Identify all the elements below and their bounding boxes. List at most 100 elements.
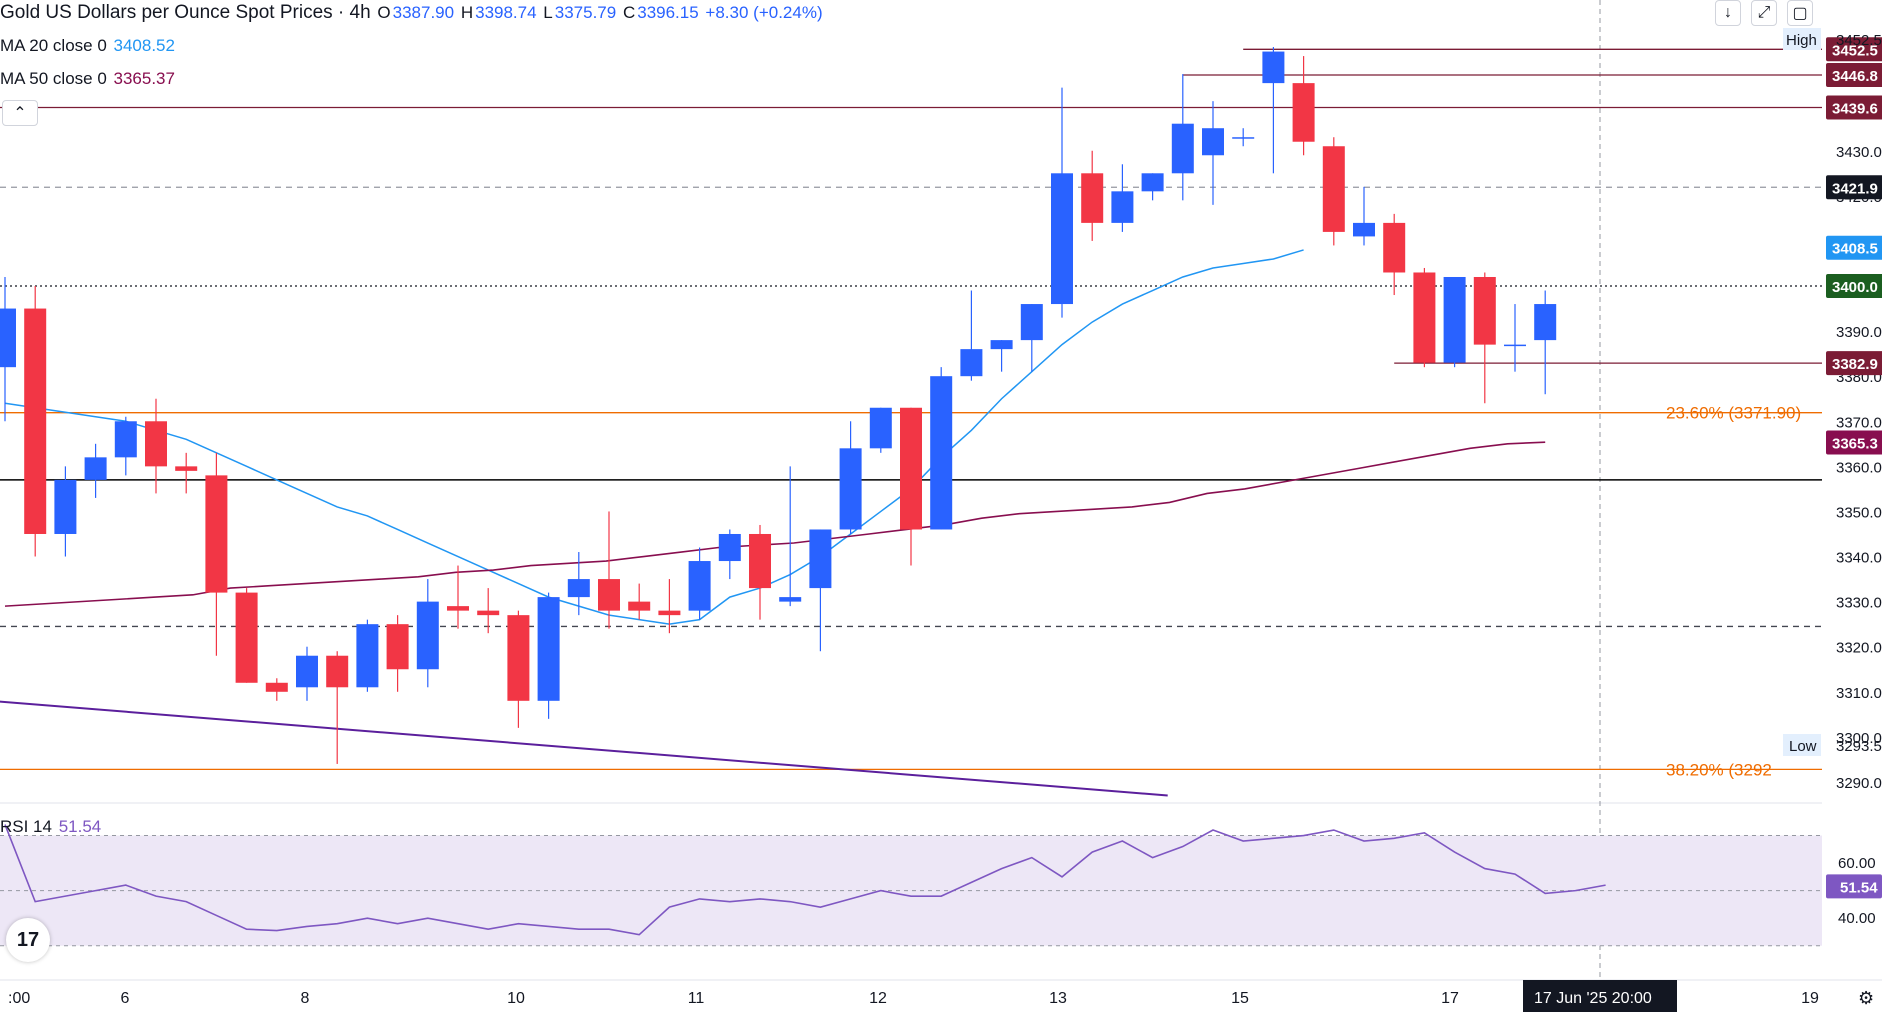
- candle-26: [779, 466, 802, 607]
- high-value: 3452.5: [1836, 32, 1882, 49]
- tag-ma50: 3365.3: [1832, 435, 1878, 452]
- candle-31: [930, 367, 953, 530]
- candle-50: [1504, 304, 1526, 372]
- time-axis: :00 6 8 10 11 12 13 15 17 19 17 Jun '25 20:00 ⚙: [0, 979, 1882, 1012]
- open-value: 3387.90: [392, 3, 455, 22]
- price-axis: 3290.0 3300.0 3310.0 3320.0 3330.0 3340.0 3350…: [1783, 0, 1882, 1012]
- legend-rsi[interactable]: RSI 14 51.54: [0, 817, 103, 837]
- fullscreen-button[interactable]: ⤢: [1751, 0, 1777, 26]
- rsi-tick: 40.00: [1838, 910, 1876, 927]
- candle-34: [1020, 304, 1043, 372]
- candle-45: [1353, 186, 1375, 246]
- candle-2: [54, 466, 77, 557]
- price-tick: 3330.0: [1836, 595, 1882, 612]
- expand-icon: ⤢: [1757, 4, 1771, 21]
- candle-10: [296, 646, 318, 701]
- tag-3446: 3446.8: [1832, 68, 1878, 85]
- ma20-label: MA 20 close 0: [0, 36, 107, 55]
- rsi-pane: [0, 824, 1822, 947]
- candle-20: [598, 511, 620, 629]
- tradingview-logo[interactable]: 17: [6, 918, 50, 962]
- grid-layer: [0, 0, 1822, 1000]
- candle-body: [84, 457, 107, 480]
- candle-body: [1020, 304, 1043, 341]
- ma20-line: [4, 249, 1304, 625]
- candle-13: [386, 615, 409, 692]
- candle-body: [1171, 123, 1194, 174]
- crosshair-date-label: 17 Jun '25 20:00: [1534, 990, 1652, 1007]
- fib-label-9: 38.20% (3292: [1666, 760, 1772, 779]
- price-tick: 3350.0: [1836, 504, 1882, 521]
- low-badge: Low: [1789, 738, 1817, 755]
- tag-ma50-bg: [1826, 430, 1882, 455]
- candle-body: [567, 579, 590, 598]
- candle-21: [628, 583, 651, 620]
- candle-5: [145, 398, 167, 494]
- rsi-label: RSI 14: [0, 817, 52, 836]
- candle-18: [537, 592, 560, 719]
- download-button[interactable]: ↓: [1715, 0, 1741, 26]
- tag-3446-bg: [1826, 63, 1882, 88]
- low-badge-bg: [1783, 734, 1821, 756]
- candle-38: [1141, 173, 1164, 201]
- candle-body: [447, 606, 469, 611]
- ma50-line: [4, 441, 1546, 607]
- screenshot-button[interactable]: ▢: [1787, 0, 1813, 26]
- close-value: 3396.15: [637, 3, 699, 22]
- candle-47: [1413, 267, 1436, 368]
- candle-body: [386, 624, 409, 670]
- candle-body: [1504, 344, 1526, 347]
- candle-body: [296, 655, 318, 688]
- candle-36: [1081, 150, 1104, 241]
- candle-39: [1171, 74, 1194, 201]
- tag-3400: 3400.0: [1832, 279, 1878, 296]
- tag-3400-bg: [1826, 274, 1882, 299]
- price-tick: 3340.0: [1836, 550, 1882, 567]
- legend-ma50[interactable]: MA 50 close 0 3365.37: [0, 69, 177, 89]
- candle-body: [477, 610, 500, 616]
- rsi-line: [4, 824, 1606, 936]
- candle-body: [416, 601, 439, 670]
- candle-body: [749, 533, 771, 589]
- trendline-layer: [0, 700, 1168, 797]
- candle-body: [990, 340, 1013, 350]
- symbol-title[interactable]: Gold US Dollars per Ounce Spot Prices · …: [0, 2, 371, 23]
- price-tick: 3300.0: [1836, 730, 1882, 747]
- candle-19: [567, 552, 590, 616]
- low-label: L: [543, 3, 553, 22]
- candle-30: [900, 407, 922, 566]
- candle-11: [326, 651, 349, 764]
- candle-14: [416, 579, 439, 688]
- tag-ma20: 3408.5: [1832, 241, 1878, 258]
- candle-28: [839, 421, 862, 534]
- rsi-tag-bg: [1826, 874, 1882, 899]
- price-tick: 3310.0: [1836, 685, 1882, 702]
- candle-29: [869, 407, 892, 453]
- download-arrow-icon: ↓: [1724, 4, 1732, 21]
- candle-7: [205, 452, 228, 656]
- time-tick: :00: [8, 990, 30, 1007]
- candle-body: [1413, 272, 1436, 363]
- chevron-up-icon: ⌃: [13, 105, 27, 122]
- candle-body: [1262, 51, 1285, 84]
- tag-3452-bg: [1826, 37, 1882, 62]
- candle-body: [1202, 128, 1224, 156]
- time-tick: 11: [688, 990, 705, 1007]
- rsi-tick: 60.00: [1838, 855, 1876, 872]
- axis-background: [1822, 0, 1882, 1012]
- legend-ma20[interactable]: MA 20 close 0 3408.52: [0, 36, 177, 56]
- candle-body: [326, 655, 349, 688]
- low-value: 3375.79: [554, 3, 617, 22]
- candle-body: [658, 610, 681, 616]
- candle-body: [718, 533, 741, 562]
- change-value: +8.30 (+0.24%): [705, 3, 823, 22]
- descending-trendline: [0, 700, 1168, 797]
- candle-body: [235, 592, 258, 683]
- collapse-legend-button[interactable]: ⌃: [2, 100, 38, 126]
- candle-body: [507, 615, 530, 701]
- fib-label-6: 23.60% (3371.90): [1666, 404, 1801, 423]
- time-tick: 6: [121, 990, 130, 1007]
- candle-27: [809, 529, 832, 652]
